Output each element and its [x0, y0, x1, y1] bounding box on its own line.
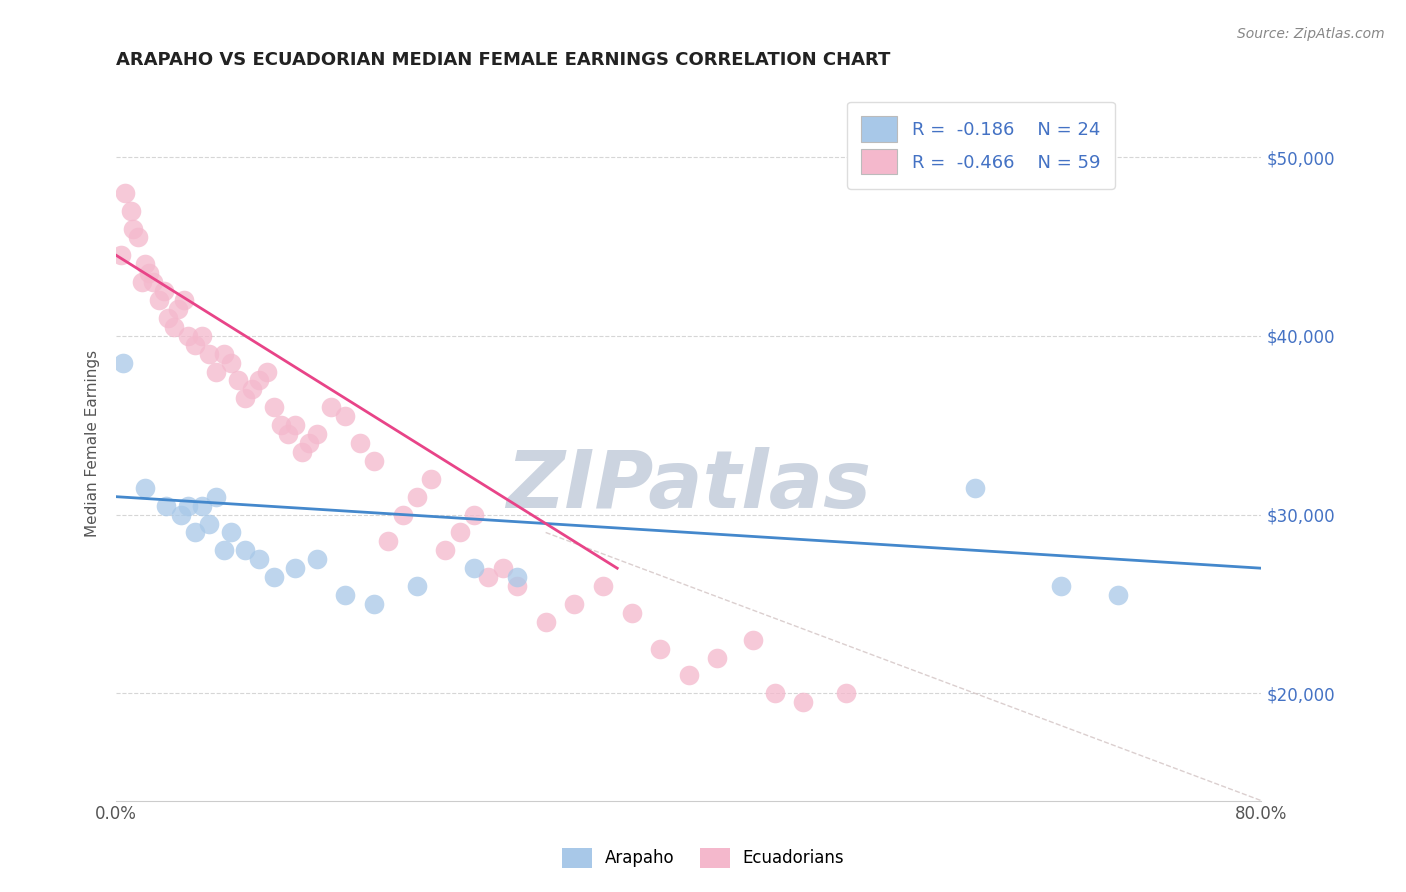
Point: [233, 543, 256, 558]
Point: [284, 561, 307, 575]
Point: [205, 490, 228, 504]
Point: [152, 284, 174, 298]
Point: [650, 641, 672, 656]
Point: [247, 374, 270, 388]
Point: [177, 499, 200, 513]
Point: [205, 365, 228, 379]
Point: [335, 588, 357, 602]
Point: [247, 552, 270, 566]
Point: [212, 346, 235, 360]
Point: [219, 525, 242, 540]
Point: [270, 418, 292, 433]
Point: [177, 328, 200, 343]
Point: [835, 686, 858, 700]
Point: [534, 615, 557, 629]
Point: [212, 543, 235, 558]
Point: [434, 543, 457, 558]
Point: [349, 436, 371, 450]
Point: [305, 427, 328, 442]
Point: [127, 230, 149, 244]
Point: [284, 418, 307, 433]
Point: [219, 356, 242, 370]
Point: [449, 525, 471, 540]
Point: [1107, 588, 1129, 602]
Point: [405, 490, 427, 504]
Point: [477, 570, 499, 584]
Point: [155, 499, 177, 513]
Point: [763, 686, 786, 700]
Point: [506, 579, 529, 593]
Point: [156, 310, 179, 325]
Point: [198, 516, 221, 531]
Point: [405, 579, 427, 593]
Point: [263, 401, 285, 415]
Point: [114, 186, 136, 200]
Point: [226, 374, 249, 388]
Point: [298, 436, 321, 450]
Point: [792, 695, 814, 709]
Point: [263, 570, 285, 584]
Point: [963, 481, 986, 495]
Y-axis label: Median Female Earnings: Median Female Earnings: [86, 350, 100, 537]
Point: [173, 293, 195, 307]
Legend: Arapaho, Ecuadorians: Arapaho, Ecuadorians: [555, 841, 851, 875]
Point: [678, 668, 700, 682]
Point: [120, 203, 142, 218]
Point: [110, 248, 132, 262]
Point: [138, 266, 160, 280]
Point: [742, 632, 765, 647]
Point: [377, 534, 399, 549]
Point: [463, 561, 485, 575]
Point: [363, 454, 385, 468]
Point: [122, 221, 145, 235]
Point: [233, 392, 256, 406]
Point: [142, 275, 165, 289]
Text: ZIPatlas: ZIPatlas: [506, 447, 872, 525]
Point: [166, 301, 188, 316]
Text: Source: ZipAtlas.com: Source: ZipAtlas.com: [1237, 27, 1385, 41]
Point: [191, 328, 214, 343]
Point: [305, 552, 328, 566]
Point: [277, 427, 299, 442]
Point: [162, 319, 184, 334]
Point: [131, 275, 153, 289]
Legend: R =  -0.186    N = 24, R =  -0.466    N = 59: R = -0.186 N = 24, R = -0.466 N = 59: [846, 102, 1115, 189]
Point: [112, 356, 135, 370]
Point: [363, 597, 385, 611]
Point: [170, 508, 193, 522]
Point: [291, 445, 314, 459]
Point: [592, 579, 614, 593]
Point: [420, 472, 443, 486]
Point: [463, 508, 485, 522]
Point: [391, 508, 413, 522]
Point: [706, 650, 728, 665]
Point: [198, 346, 221, 360]
Point: [134, 481, 156, 495]
Point: [492, 561, 515, 575]
Point: [191, 499, 214, 513]
Point: [134, 257, 156, 271]
Point: [148, 293, 170, 307]
Point: [319, 401, 342, 415]
Point: [240, 383, 263, 397]
Point: [184, 337, 207, 351]
Point: [184, 525, 207, 540]
Point: [1050, 579, 1073, 593]
Point: [620, 606, 643, 620]
Text: ARAPAHO VS ECUADORIAN MEDIAN FEMALE EARNINGS CORRELATION CHART: ARAPAHO VS ECUADORIAN MEDIAN FEMALE EARN…: [117, 51, 890, 69]
Point: [256, 365, 278, 379]
Point: [506, 570, 529, 584]
Point: [335, 409, 357, 424]
Point: [562, 597, 585, 611]
